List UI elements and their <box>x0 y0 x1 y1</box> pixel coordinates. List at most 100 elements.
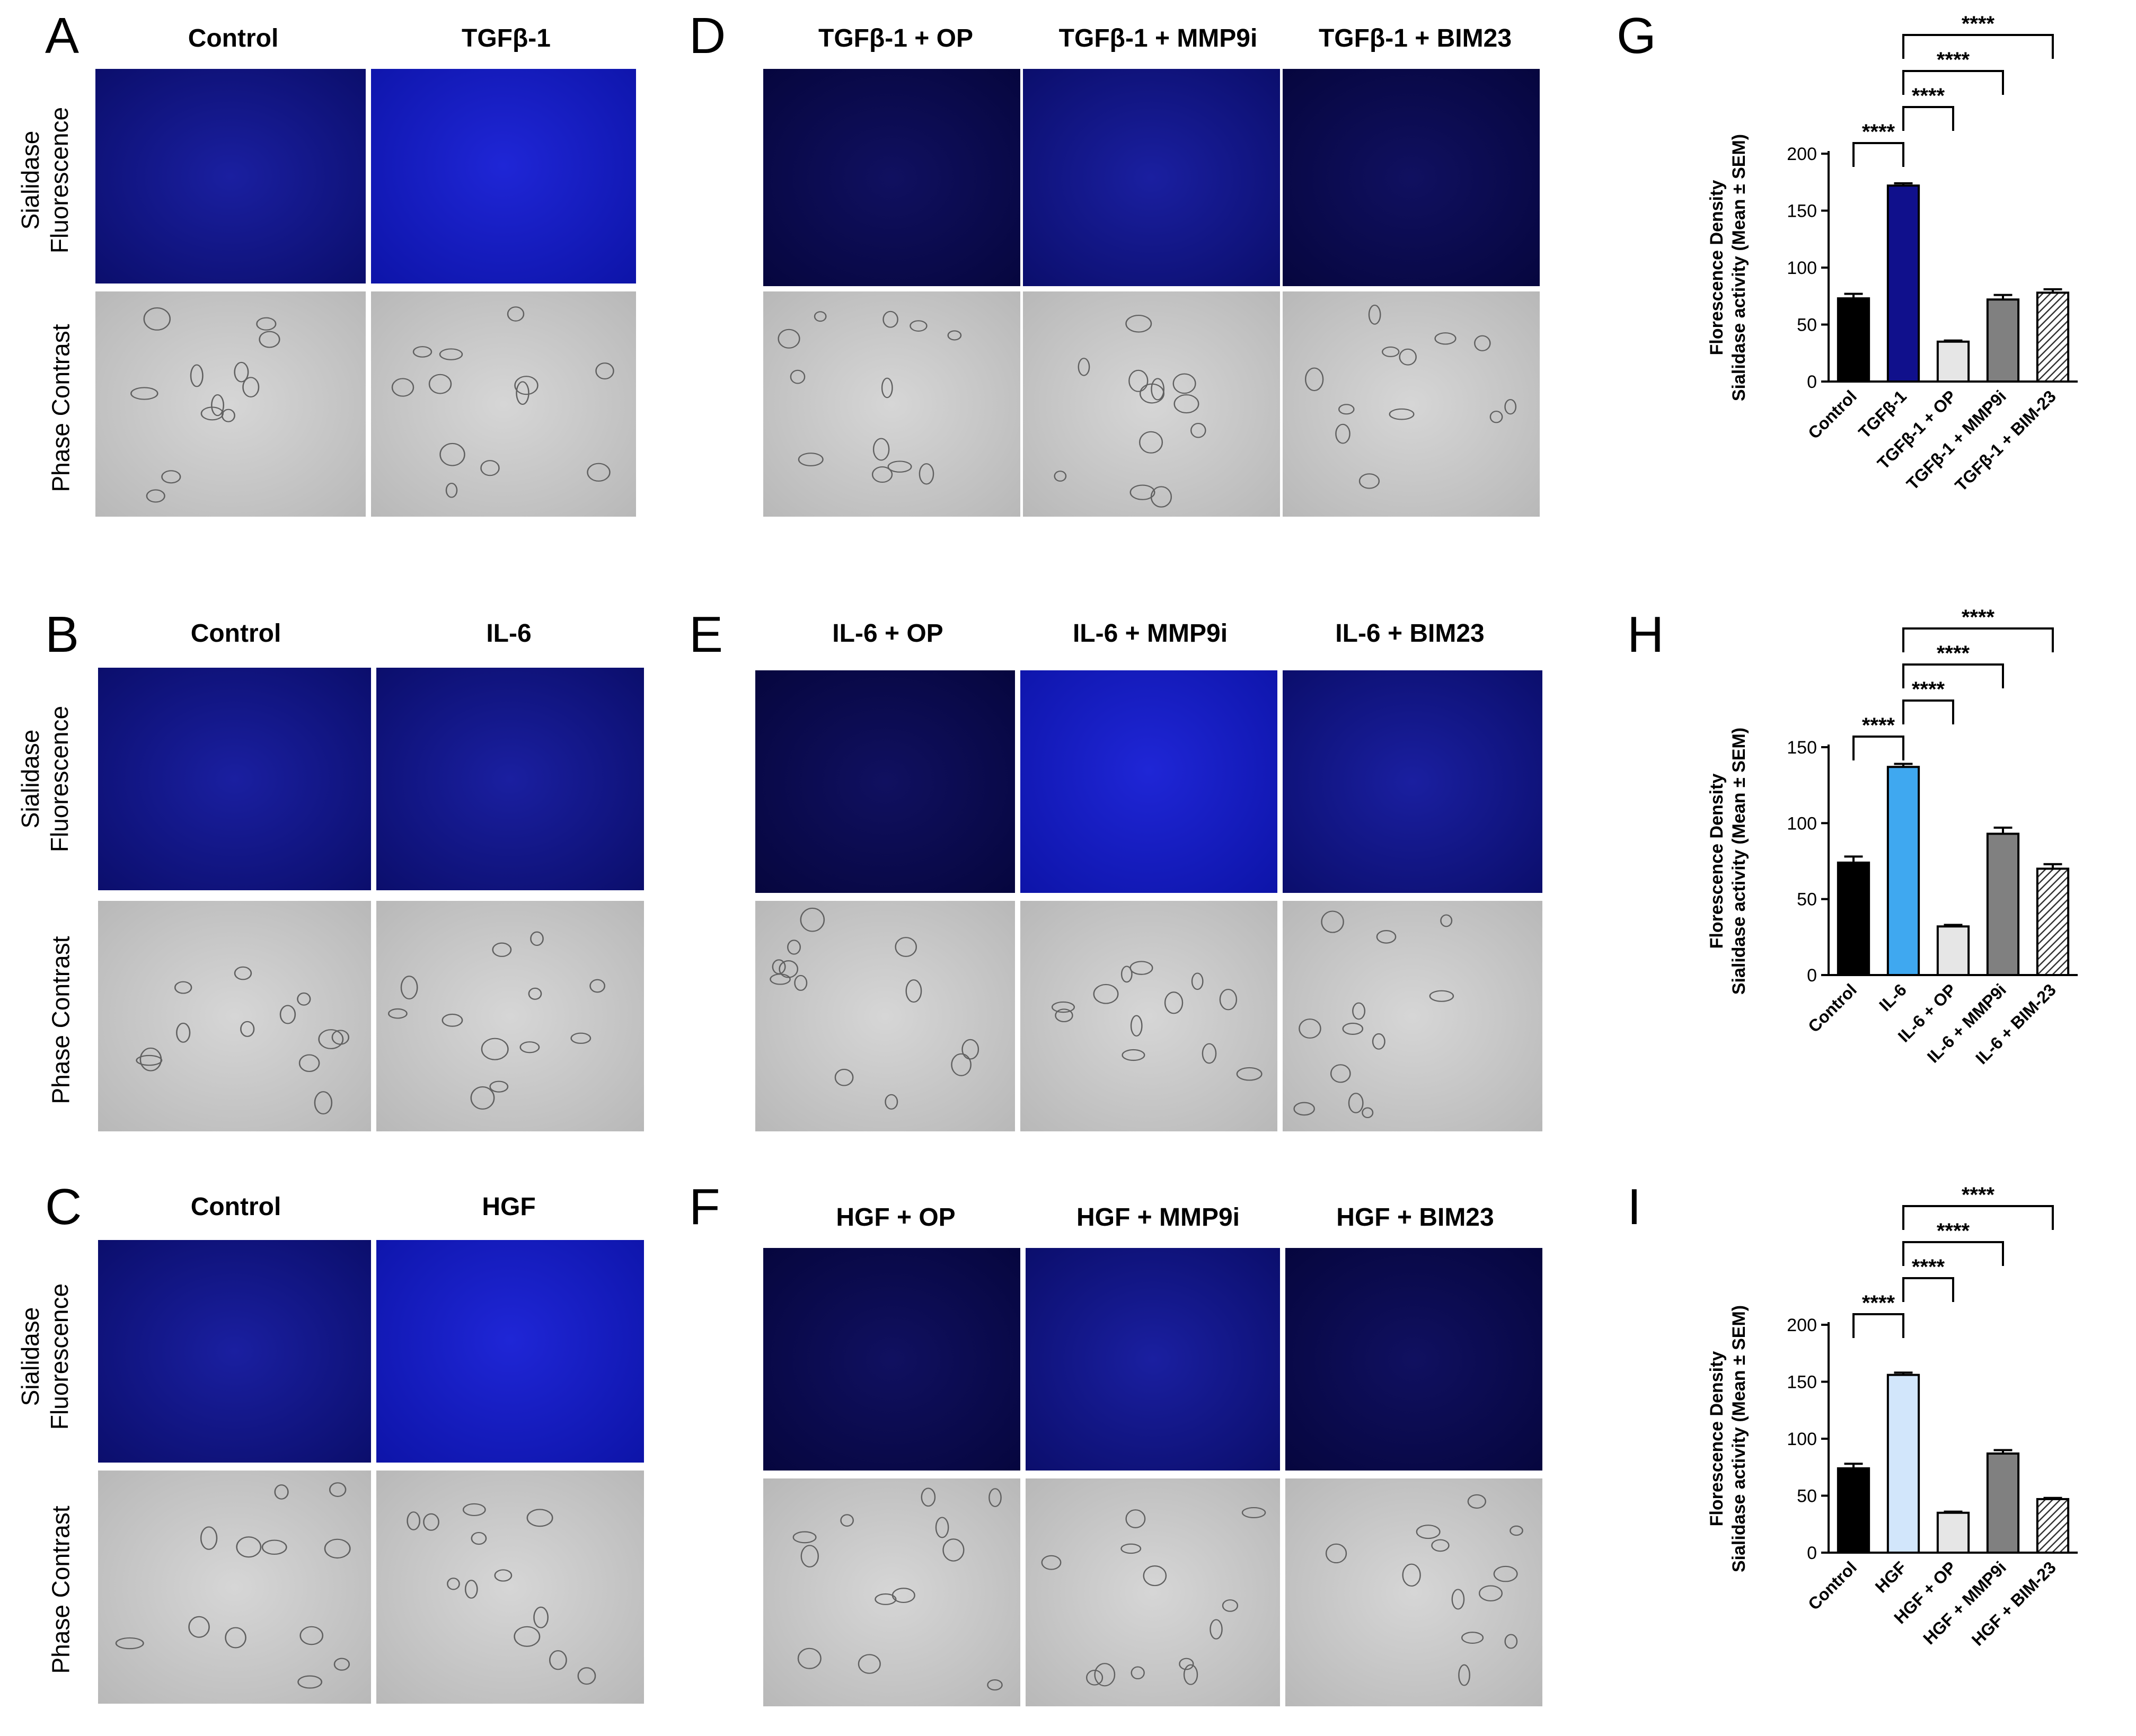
cell-outline <box>447 1578 460 1590</box>
significance-bracket <box>1852 736 1904 760</box>
significance-label: **** <box>1862 1291 1895 1315</box>
column-title: IL-6 + BIM23 <box>1335 619 1485 648</box>
panel-letter-i: I <box>1627 1179 1641 1235</box>
phase-contrast-image <box>755 901 1015 1131</box>
bar <box>1936 925 1970 976</box>
cell-outline <box>407 1511 421 1530</box>
cell-outline <box>1299 1018 1321 1039</box>
cell-outline <box>176 1022 191 1043</box>
significance-bracket <box>1902 34 2054 59</box>
cell-outline <box>423 1513 439 1531</box>
cell-outline <box>1304 367 1324 392</box>
column-title: IL-6 + MMP9i <box>1072 619 1228 648</box>
cell-outline <box>988 1488 1002 1507</box>
row-label-line: Sialidase <box>16 729 44 829</box>
bar <box>2036 291 2070 383</box>
cell-outline <box>905 979 922 1003</box>
panel-letter-c: C <box>45 1179 82 1235</box>
fluorescence-image <box>1283 670 1542 893</box>
cell-outline <box>299 1626 324 1645</box>
phase-contrast-image <box>1023 291 1280 517</box>
cell-outline <box>871 466 893 483</box>
cell-outline <box>1241 1507 1266 1519</box>
phase-contrast-image <box>763 291 1020 517</box>
category-label: HGF + BIM-23 <box>1968 1557 2060 1649</box>
y-tick-label: 50 <box>1797 315 1817 335</box>
row-label-fluorescence: Sialidase Fluorescence <box>16 1283 74 1430</box>
cell-outline <box>494 1569 513 1582</box>
cell-outline <box>794 975 808 991</box>
y-tick-label: 200 <box>1787 1315 1817 1335</box>
cell-outline <box>333 1658 350 1671</box>
fluorescence-image <box>1285 1248 1542 1471</box>
cell-outline <box>1139 383 1164 404</box>
significance-label: **** <box>1912 1255 1945 1279</box>
row-label-line: Sialidase <box>16 1307 44 1406</box>
cell-outline <box>130 387 158 400</box>
significance-bracket <box>1902 70 2004 95</box>
category-label: Control <box>1804 386 1860 442</box>
phase-contrast-image <box>1283 291 1540 517</box>
cell-outline <box>221 409 235 422</box>
y-tick-label: 100 <box>1787 1429 1817 1449</box>
significance-label: **** <box>1937 642 1970 665</box>
cell-outline <box>910 320 928 332</box>
bar <box>1837 1467 1870 1554</box>
row-label-phase: Phase Contrast <box>47 936 75 1104</box>
cell-outline <box>143 307 171 331</box>
phase-contrast-image <box>1285 1478 1542 1706</box>
cell-outline <box>549 1650 567 1670</box>
bar-chart-h: 0 50 100 150 Florescence Density Sialidase ac… <box>1670 606 2104 1137</box>
cell-outline <box>1191 972 1204 990</box>
cell-outline <box>1202 1043 1217 1064</box>
y-tick-label: 150 <box>1787 201 1817 222</box>
cell-outline <box>1094 1663 1116 1687</box>
cell-outline <box>442 1013 463 1027</box>
cell-outline <box>298 1054 320 1072</box>
bar-chart-i: 0 50 100 150 200 Florescence Density Sialidase… <box>1670 1183 2104 1714</box>
cell-outline <box>279 1005 296 1024</box>
cell-outline <box>329 1482 347 1497</box>
cell-outline <box>947 330 962 341</box>
cell-outline <box>256 317 277 331</box>
cell-outline <box>792 1531 817 1544</box>
cell-outline <box>471 1531 487 1545</box>
phase-contrast-image <box>98 1471 371 1704</box>
cell-outline <box>1493 1565 1518 1582</box>
phase-contrast-image <box>98 901 371 1131</box>
cell-outline <box>161 470 181 484</box>
cell-outline <box>1478 1585 1503 1601</box>
cell-outline <box>259 331 280 348</box>
phase-contrast-image <box>763 1478 1020 1706</box>
column-title: Control <box>188 24 279 52</box>
cell-outline <box>1352 1002 1366 1020</box>
cell-outline <box>470 1086 495 1110</box>
cell-outline <box>242 377 260 397</box>
cell-outline <box>391 378 414 397</box>
significance-label: **** <box>1862 714 1895 737</box>
cell-outline <box>1173 394 1199 414</box>
cell-outline <box>188 1616 210 1638</box>
cell-outline <box>1330 1064 1351 1083</box>
cell-outline <box>790 369 806 384</box>
cell-outline <box>1130 1015 1143 1037</box>
fluorescence-image <box>376 1240 644 1463</box>
panel-letter-d: D <box>689 7 726 64</box>
bar <box>1886 184 1920 383</box>
cell-outline <box>800 1545 819 1567</box>
panel-letter-h: H <box>1627 606 1664 663</box>
y-tick-label: 150 <box>1787 738 1817 758</box>
cell-outline <box>895 937 917 957</box>
cell-outline <box>1321 910 1344 933</box>
cell-outline <box>489 1080 509 1093</box>
cell-outline <box>1086 1669 1104 1686</box>
panel-letter-e: E <box>689 606 723 663</box>
cell-outline <box>412 346 433 358</box>
cell-outline <box>587 463 611 482</box>
fluorescence-image <box>98 1240 371 1463</box>
cell-outline <box>951 1053 972 1076</box>
cell-outline <box>234 361 249 383</box>
cell-outline <box>570 1032 592 1044</box>
cell-outline <box>314 1091 333 1115</box>
bar-chart-g: 0 50 100 150 200 Florescence Density Sialidase… <box>1670 12 2104 543</box>
